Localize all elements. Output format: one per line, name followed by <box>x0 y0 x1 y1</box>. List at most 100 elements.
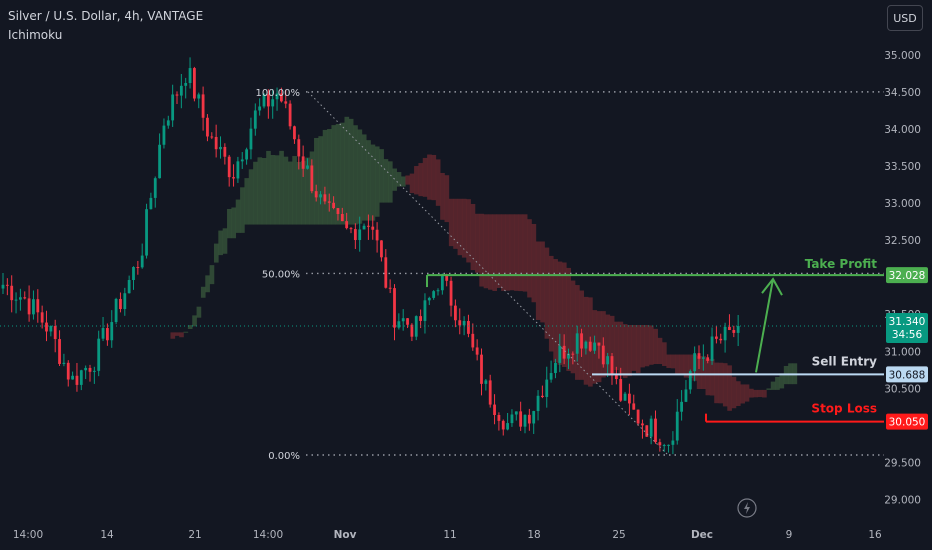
fib-level-label: 100.00% <box>256 88 301 99</box>
candle-body <box>584 341 588 349</box>
cloud-segment <box>557 261 563 365</box>
candle-body <box>632 403 636 410</box>
cloud-segment <box>218 230 223 256</box>
candle-body <box>610 356 614 376</box>
time-tick-label: Dec <box>691 529 713 541</box>
cloud-segment <box>435 159 441 206</box>
cloud-segment <box>501 214 506 291</box>
cloud-segment <box>762 389 767 398</box>
candle-body <box>706 357 710 361</box>
candle-body <box>145 209 148 256</box>
candle-body <box>501 420 505 430</box>
candle-body <box>71 375 74 380</box>
cloud-segment <box>701 356 706 389</box>
cloud-segment <box>718 362 724 404</box>
price-tick-label: 34.000 <box>884 124 921 136</box>
cloud-segment <box>440 172 445 220</box>
cloud-segment <box>605 314 611 376</box>
candle-body <box>619 379 623 401</box>
cloud-segment <box>535 241 541 320</box>
candle-body <box>593 342 596 351</box>
candle-body <box>580 333 583 349</box>
cloud-segment <box>466 199 471 263</box>
candle-body <box>193 68 196 99</box>
cloud-segment <box>627 325 632 377</box>
candle-body <box>536 395 540 412</box>
cloud-segment <box>431 154 437 201</box>
cloud-segment <box>283 156 289 225</box>
cloud-segment <box>213 243 219 263</box>
price-tick-label: 29.500 <box>884 457 921 469</box>
candle-body <box>149 197 153 210</box>
candle-body <box>140 255 144 268</box>
cloud-segment <box>266 150 271 225</box>
candle-body <box>166 120 170 126</box>
candle-body <box>62 362 66 364</box>
time-tick-label: 16 <box>868 529 882 541</box>
cloud-segment <box>444 175 450 223</box>
candle-body <box>675 411 679 441</box>
price-tick-label: 32.500 <box>884 235 921 247</box>
candle-body <box>493 404 496 415</box>
sell-entry-label: Sell Entry <box>812 354 878 368</box>
candle-body <box>101 328 105 339</box>
fib-level-label: 50.00% <box>262 269 300 280</box>
candle-body <box>588 341 592 351</box>
candle-body <box>471 333 475 348</box>
take-profit-price-badge-text: 32.028 <box>889 270 926 282</box>
candle-body <box>345 221 349 229</box>
cloud-segment <box>696 356 702 389</box>
cloud-segment <box>270 155 276 225</box>
cloud-segment <box>209 265 215 285</box>
candle-body <box>175 94 179 96</box>
chart-title: Silver / U.S. Dollar, 4h, VANTAGE <box>8 9 204 23</box>
time-tick-label: 14:00 <box>253 529 283 541</box>
candle-body <box>45 322 48 332</box>
candle-body <box>332 202 335 209</box>
candle-body <box>549 373 553 380</box>
cloud-segment <box>179 332 184 338</box>
cloud-segment <box>244 178 250 225</box>
candle-body <box>53 326 57 340</box>
candle-body <box>436 290 440 292</box>
lightning-icon <box>737 498 757 518</box>
candle-body <box>88 367 92 372</box>
price-tick-label: 35.000 <box>884 50 921 62</box>
time-tick-label: 11 <box>443 529 456 541</box>
candle-body <box>510 414 514 424</box>
cloud-segment <box>640 325 645 368</box>
cloud-segment <box>335 124 341 225</box>
candle-body <box>641 423 644 426</box>
fib-level-label: 0.00% <box>268 451 300 462</box>
candle-body <box>5 284 9 286</box>
candle-body <box>310 165 314 192</box>
cloud-segment <box>387 161 393 203</box>
candle-body <box>119 298 122 310</box>
price-tick-label: 33.500 <box>884 161 921 173</box>
time-tick-label: 21 <box>188 529 201 541</box>
projection-arrow <box>755 278 774 373</box>
candle-body <box>353 229 357 241</box>
cloud-segment <box>731 376 737 409</box>
cloud-segment <box>474 213 480 273</box>
candle-body <box>127 280 131 294</box>
candle-body <box>288 103 292 127</box>
cloud-segment <box>679 354 685 375</box>
cloud-segment <box>331 125 337 225</box>
take-profit-price-badge: 32.028 <box>886 267 928 284</box>
candle-body <box>362 225 366 230</box>
candle-body <box>92 370 96 372</box>
cloud-segment <box>370 144 376 221</box>
sell-entry-price-badge-text: 30.688 <box>889 369 926 381</box>
cloud-segment <box>709 358 715 396</box>
indicator-label[interactable]: Ichimoku <box>8 28 63 42</box>
cloud-segment <box>553 259 558 363</box>
candle-body <box>467 320 470 334</box>
candle-body <box>240 159 244 162</box>
candle-body <box>723 326 727 341</box>
time-tick-label: 25 <box>612 529 625 541</box>
currency-button[interactable]: USD <box>887 5 923 31</box>
candle-body <box>440 275 444 291</box>
cloud-segment <box>222 228 228 254</box>
